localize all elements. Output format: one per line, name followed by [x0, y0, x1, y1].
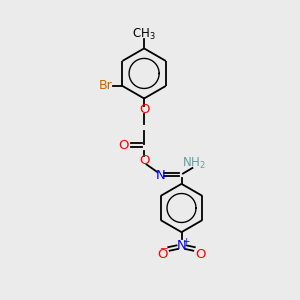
Text: O: O [158, 248, 168, 261]
Text: O: O [139, 154, 149, 167]
Text: O: O [139, 103, 149, 116]
Text: −: − [160, 244, 169, 254]
Text: O: O [195, 248, 206, 261]
Text: CH$_3$: CH$_3$ [132, 27, 156, 42]
Text: Br: Br [98, 80, 112, 92]
Text: N: N [155, 169, 165, 182]
Text: N: N [177, 239, 186, 252]
Text: O: O [118, 139, 129, 152]
Text: +: + [182, 237, 189, 246]
Text: NH$_2$: NH$_2$ [182, 156, 206, 171]
